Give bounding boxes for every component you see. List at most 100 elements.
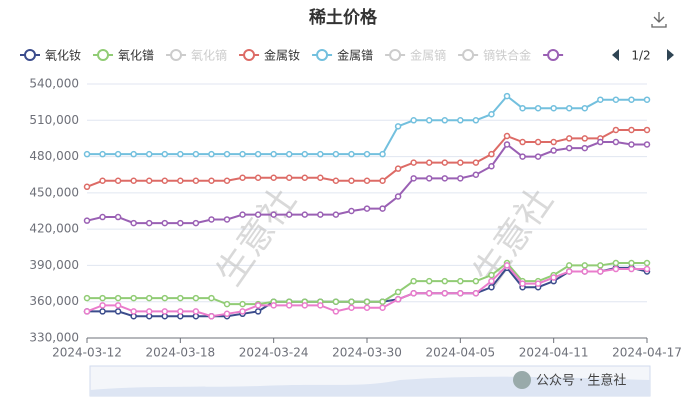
point <box>270 174 277 181</box>
x-tick-label: 2024-04-11 <box>519 346 589 360</box>
x-tick-label: 2024-03-30 <box>332 346 402 360</box>
point <box>457 159 464 166</box>
point <box>99 150 106 158</box>
download-glyph[interactable] <box>651 12 667 28</box>
point <box>363 150 371 158</box>
download-icon[interactable] <box>651 12 667 28</box>
point <box>161 150 169 158</box>
point <box>114 302 122 309</box>
point <box>519 153 526 160</box>
point <box>488 283 495 291</box>
point <box>239 300 246 308</box>
point <box>114 294 122 302</box>
point <box>597 262 604 269</box>
point <box>285 302 293 309</box>
point <box>550 104 557 112</box>
point <box>208 150 215 158</box>
point <box>394 123 402 130</box>
legend-label[interactable]: 金属镨 <box>337 48 373 63</box>
point <box>643 265 651 273</box>
legend-page: 1/2 <box>631 49 650 63</box>
point <box>472 289 480 297</box>
legend-icon <box>170 49 183 61</box>
point <box>472 277 480 285</box>
point <box>177 150 184 158</box>
point <box>643 259 651 267</box>
legend-label[interactable]: 氧化镝 <box>191 48 227 63</box>
legend-prev[interactable] <box>612 49 619 61</box>
point <box>457 175 464 182</box>
point <box>457 289 464 297</box>
point <box>99 213 106 221</box>
point <box>565 144 573 152</box>
legend-icon <box>547 49 560 61</box>
point <box>441 159 449 166</box>
point <box>83 294 91 302</box>
legend-icon <box>24 49 36 61</box>
point <box>410 159 417 166</box>
point <box>410 289 417 297</box>
point <box>254 211 262 218</box>
point <box>130 150 137 158</box>
point <box>643 96 651 103</box>
point <box>628 96 635 103</box>
legend-label[interactable]: 氧化钕 <box>45 48 81 63</box>
point <box>254 302 262 309</box>
point <box>161 294 169 302</box>
point <box>534 280 542 287</box>
point <box>301 302 309 309</box>
point <box>114 308 122 315</box>
point <box>488 277 495 285</box>
footer-icon <box>513 371 531 389</box>
point <box>628 141 635 148</box>
point <box>223 150 231 158</box>
point <box>301 174 309 181</box>
y-tick-label: 420,000 <box>29 222 79 236</box>
legend-label[interactable]: 镝铁合金 <box>483 48 531 63</box>
point <box>83 150 91 158</box>
point <box>317 174 324 181</box>
point <box>581 144 589 152</box>
point <box>348 150 355 158</box>
point <box>348 177 355 185</box>
point <box>643 141 651 148</box>
point <box>208 177 215 185</box>
point <box>239 150 246 158</box>
x-tick-label: 2024-04-17 <box>612 346 682 360</box>
legend-label[interactable]: 金属钕 <box>264 48 300 63</box>
y-tick-label: 450,000 <box>29 185 79 199</box>
y-tick-label: 540,000 <box>29 77 79 91</box>
point <box>177 308 184 315</box>
point <box>301 211 309 218</box>
point <box>519 138 526 146</box>
point <box>145 294 153 302</box>
x-tick-label: 2024-03-12 <box>52 346 122 360</box>
zoom-shadow <box>90 376 650 396</box>
point <box>410 277 417 285</box>
legend-label[interactable]: 金属镝 <box>410 48 446 63</box>
point <box>145 150 153 158</box>
point <box>83 308 91 315</box>
point <box>394 288 402 296</box>
point <box>441 175 449 182</box>
point <box>488 150 495 158</box>
point <box>425 159 433 166</box>
point <box>363 304 371 312</box>
legend-next[interactable] <box>667 49 674 61</box>
point <box>534 153 542 160</box>
data-zoom[interactable] <box>89 365 651 397</box>
x-tick-label: 2024-03-24 <box>239 346 309 360</box>
legend-label[interactable]: 氧化镨 <box>118 48 154 63</box>
point <box>114 177 122 185</box>
point <box>612 265 620 273</box>
point <box>534 138 542 146</box>
point <box>565 262 573 269</box>
point <box>317 302 324 309</box>
point <box>550 138 557 146</box>
point <box>503 92 511 100</box>
point <box>332 150 340 158</box>
point <box>612 126 620 134</box>
point <box>410 175 417 182</box>
point <box>379 150 386 158</box>
